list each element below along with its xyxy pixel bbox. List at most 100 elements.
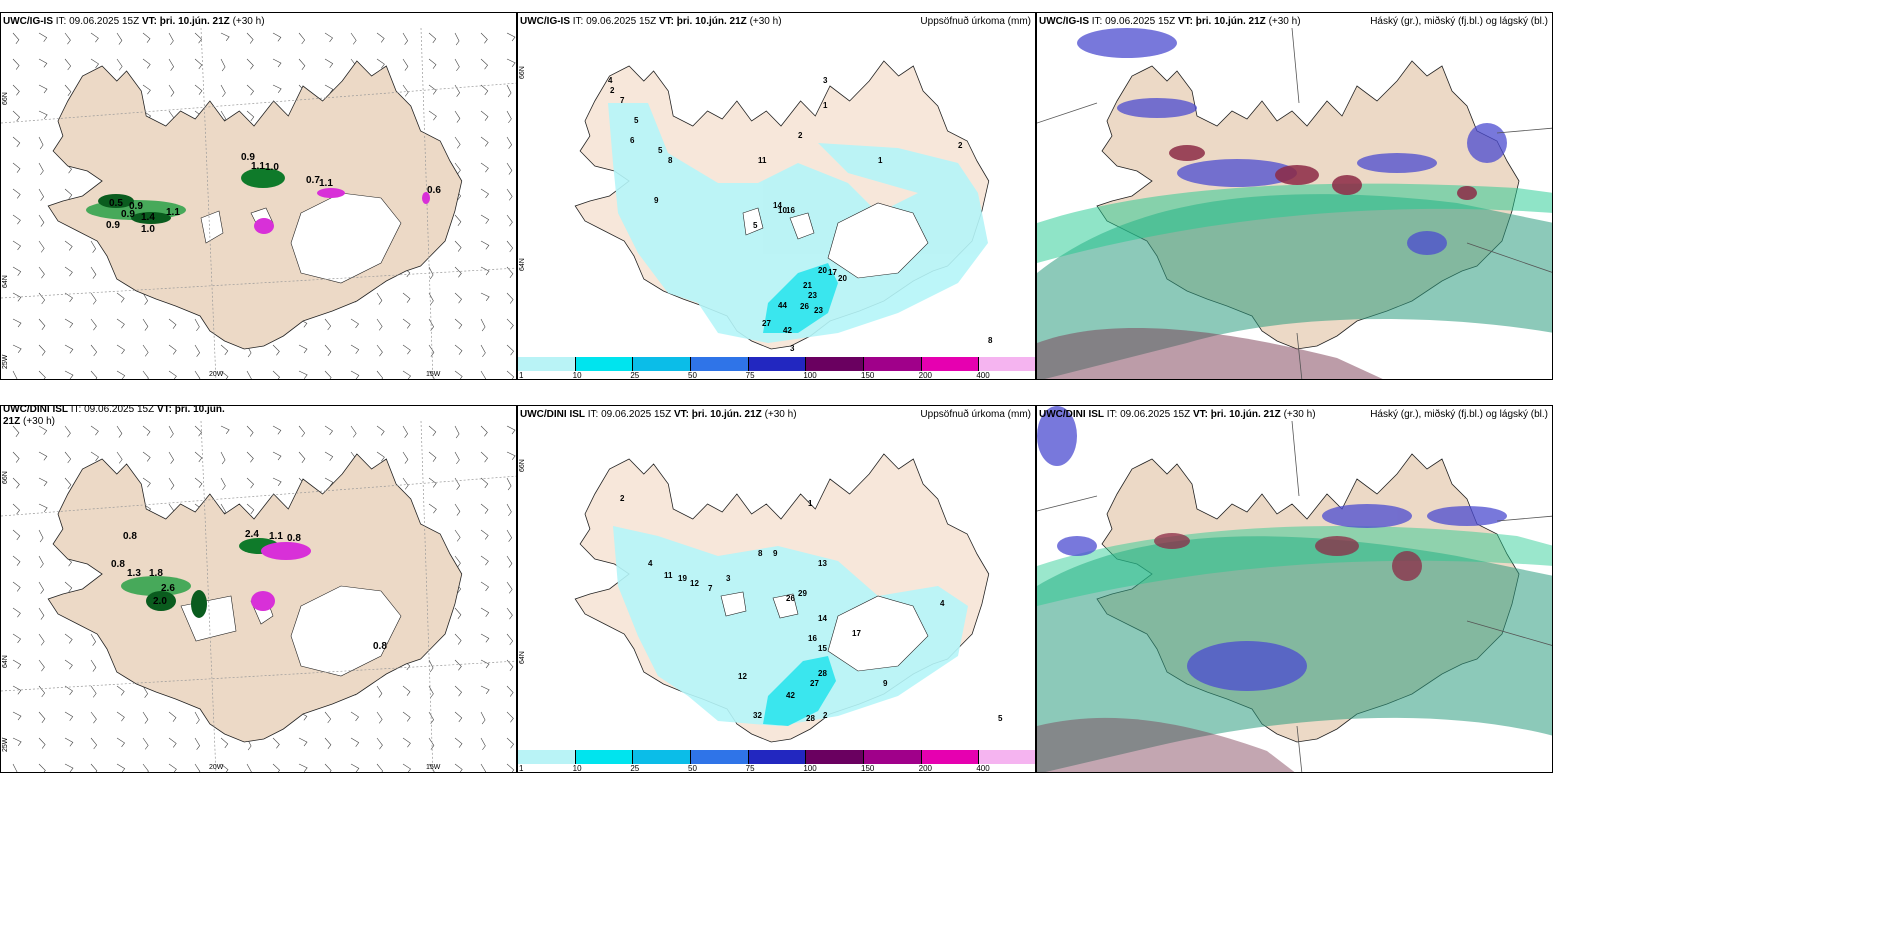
value-label: 9: [773, 549, 778, 558]
wind-barb: [90, 633, 96, 646]
wind-barb: [298, 344, 308, 354]
wind-barb: [142, 451, 151, 462]
init-time: IT: 09.06.2025 15Z: [572, 16, 657, 27]
wind-barb: [480, 344, 486, 358]
wind-barb: [402, 318, 411, 329]
value-label: 0.8: [123, 531, 137, 542]
colorbar-tick: 75: [745, 764, 755, 773]
colorbar-tick: 10: [572, 764, 582, 773]
wind-barb: [506, 607, 513, 620]
wind-barb: [168, 763, 177, 772]
wind-barb: [12, 711, 22, 721]
wind-barb: [480, 555, 489, 566]
wind-barb: [38, 529, 44, 543]
wind-barb: [90, 58, 99, 69]
wind-barb: [506, 266, 514, 278]
colorbar-swatch: [979, 750, 1035, 764]
value-label: 17: [828, 268, 837, 277]
wind-barb: [168, 84, 175, 97]
lead-time: (+30 h): [1268, 16, 1301, 27]
value-label: 15: [818, 644, 827, 653]
wind-barb: [116, 318, 125, 329]
wind-barb: [428, 292, 434, 306]
snow-labels: 0.80.81.3 1.82.62.00.82.4 1.1 0.8: [111, 529, 387, 652]
wind-barb: [272, 425, 282, 435]
lat-label-66: 66N: [2, 92, 9, 105]
wind-barb: [350, 737, 360, 747]
wind-barb: [12, 477, 20, 489]
wind-barb: [194, 763, 201, 772]
wind-barb: [324, 451, 334, 461]
lat-label-66: 66N: [519, 66, 526, 79]
wind-barb: [480, 318, 486, 332]
value-label: 23: [814, 306, 823, 315]
panel-top-middle-precip: UWC/IG-IS IT: 09.06.2025 15Z VT: þri. 10…: [517, 12, 1036, 380]
wind-barb: [12, 503, 20, 515]
wind-barb: [428, 711, 434, 724]
lat-label-66: 66N: [519, 459, 526, 472]
wind-barb: [376, 58, 385, 69]
colorbar-tick: 1: [519, 764, 524, 773]
wind-barb: [454, 266, 462, 278]
value-label: 1.1: [319, 178, 333, 189]
mid-cloud: [1077, 28, 1507, 255]
precip-colorbar: 1 10 25 50 75 100 150 200 400: [518, 357, 1035, 379]
value-label: 28: [818, 669, 827, 678]
init-time: IT: 09.06.2025 15Z: [587, 409, 672, 420]
wind-barb: [428, 84, 437, 95]
wind-barb: [38, 136, 44, 150]
map-canvas: 0.91.1 1.00.9 1.4 1.10.9 1.00.5 0.90.7 1.10.6: [1, 27, 516, 379]
panel-top-right-clouds: UWC/IG-IS IT: 09.06.2025 15Z VT: þri. 10…: [1036, 12, 1553, 380]
wind-barb: [194, 451, 203, 463]
init-time: IT: 09.06.2025 15Z: [1091, 16, 1176, 27]
wind-barb: [324, 344, 332, 356]
wind-barb: [402, 711, 411, 722]
wind-barb: [38, 58, 48, 68]
value-label: 19: [678, 574, 687, 583]
wind-barb: [64, 581, 73, 593]
wind-barb: [402, 425, 408, 438]
wind-barb: [454, 633, 462, 645]
field-title: Háský (gr.), miðský (fj.bl.) og lágský (…: [1370, 409, 1548, 420]
wind-barb: [116, 685, 125, 696]
value-label: 28: [806, 714, 815, 723]
wind-barb: [506, 58, 516, 67]
value-label: 0.6: [427, 185, 441, 196]
wind-barb: [142, 711, 149, 724]
value-label: 8: [758, 549, 763, 558]
wind-barb: [428, 32, 437, 44]
wind-barb: [220, 370, 229, 379]
wind-barb: [480, 136, 489, 147]
wind-barb: [506, 555, 513, 568]
wind-barb: [38, 451, 48, 461]
wind-barb: [480, 292, 490, 301]
wind-barb: [376, 318, 383, 331]
wind-barb: [324, 32, 333, 43]
panel-header: UWC/DINI ISL IT: 09.06.2025 15Z VT: þri.…: [1039, 409, 1316, 421]
value-label: 26: [786, 594, 795, 603]
wind-barb: [506, 110, 512, 124]
snow-patches: [121, 538, 311, 618]
wind-barb: [480, 763, 486, 772]
wind-barb: [428, 110, 437, 121]
wind-barb: [506, 503, 512, 517]
valid-time: VT: þri. 10.jún. 21Z: [3, 405, 225, 427]
lat-label-64: 64N: [2, 655, 9, 668]
precip-moderate: [763, 656, 836, 726]
glaciers: [180, 585, 402, 677]
wind-barb: [480, 685, 490, 694]
value-label: 27: [810, 679, 819, 688]
grid-lines: [1037, 420, 1552, 772]
wind-barb: [38, 292, 46, 305]
wind-barb: [298, 763, 308, 772]
value-label: 20: [838, 274, 847, 283]
lat-label-25: 25W: [2, 737, 9, 752]
wind-barb: [506, 136, 512, 149]
wind-barb: [402, 737, 411, 748]
wind-barb: [64, 344, 74, 354]
colorbar-swatch: [748, 750, 807, 764]
wind-barb: [506, 240, 514, 253]
wind-barb: [220, 425, 230, 434]
value-label: 0.8: [373, 641, 387, 652]
wind-barb: [38, 110, 48, 119]
